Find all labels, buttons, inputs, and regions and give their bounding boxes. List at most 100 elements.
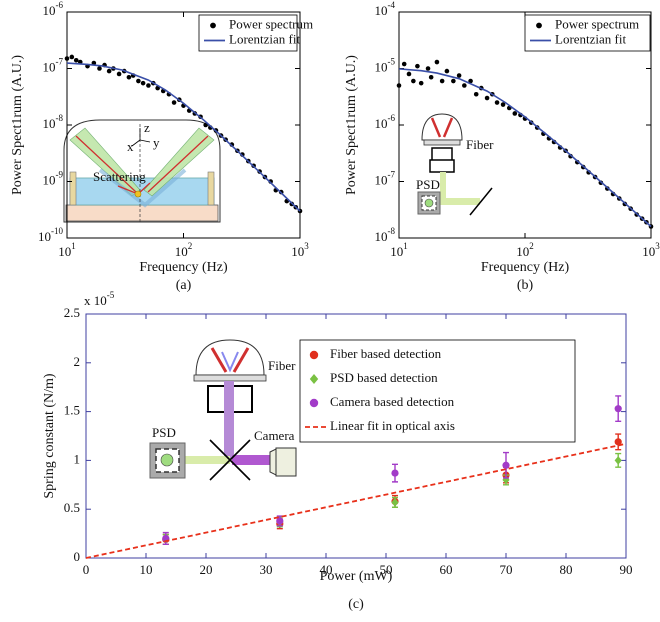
y-tick-label-exp: -7 [56,57,64,67]
x-tick-label: 40 [320,562,333,577]
x-tick-label: 60 [440,562,453,577]
marker [97,66,102,71]
x-tick-label-exp: 2 [188,241,193,251]
marker [411,78,416,84]
y-tick-label-exp: -4 [388,0,396,10]
y-tick-label-exp: -7 [388,170,396,180]
marker [126,74,132,80]
y-tick-label-base: 10 [375,3,388,18]
marker [451,78,456,84]
x-tick-label: 0 [83,562,90,577]
marker [473,91,479,97]
x-axis-label: Power (mW) [320,569,393,584]
y-tick-label: 10-7 [43,57,64,75]
y-tick-label-base: 10 [43,116,56,131]
legend-marker [210,22,216,29]
x-tick-label-exp: 1 [71,241,76,251]
legend-label: PSD based detection [330,370,438,385]
x-tick-label-exp: 1 [403,241,408,251]
inset-label: z [144,120,150,135]
inset-label: Fiber [466,137,494,152]
marker [146,83,151,88]
axis-multiplier-base: x 10 [84,293,107,308]
y-tick-label: 10-8 [43,113,64,131]
inset-label: y [153,135,160,150]
y-tick-label: 10-7 [375,170,396,188]
y-tick-label-base: 10 [38,229,51,244]
y-axis-label: Spring constant (N/m) [42,373,57,499]
y-axis-label: Power Spect1rum (A.U.) [10,55,25,195]
y-tick-label-base: 10 [375,116,388,131]
x-tick-label-base: 10 [642,244,655,259]
legend-label: Linear fit in optical axis [330,418,455,433]
legend-marker [536,22,542,29]
x-tick-label: 103 [642,241,660,259]
x-tick-label: 103 [291,241,309,259]
x-tick-label: 50 [380,562,393,577]
marker [434,59,440,65]
marker [456,73,462,78]
caption: (c) [348,597,364,612]
y-tick-label: 10-5 [375,57,396,75]
axis-multiplier-exp: -5 [107,290,115,300]
x-tick-label-base: 10 [58,244,71,259]
x-tick-label: 10 [140,562,153,577]
x-tick-label-base: 10 [291,244,304,259]
marker [512,111,518,116]
fit-line [85,442,627,559]
y-tick-label-exp: -6 [56,0,64,10]
y-axis-label: Power Spect1rum (A.U.) [344,55,359,195]
caption: (a) [176,278,192,293]
axis-multiplier: x 10-5 [84,290,115,308]
marker [391,498,399,507]
y-tick-label: 10-8 [375,226,396,244]
inset-label: Fiber [268,358,296,373]
legend-label: Lorentzian fit [229,31,300,46]
marker [136,78,141,84]
marker [500,102,506,107]
x-tick-label-exp: 2 [529,241,534,251]
y-tick-label: 0 [74,549,81,564]
y-tick-label: 1.5 [64,403,80,418]
legend-box [299,339,576,443]
marker [171,100,177,105]
marker [614,438,622,446]
marker [73,57,79,63]
legend-marker [309,398,319,408]
y-tick-label-base: 10 [43,59,56,74]
marker [462,83,467,88]
legend-label: Power spectrum [229,16,313,31]
x-axis-label: Frequency (Hz) [139,260,228,275]
y-tick-label-exp: -10 [51,226,63,236]
y-tick-label: 10-4 [375,0,396,18]
legend-label: Camera based detection [330,394,455,409]
marker [614,456,622,465]
y-tick-label-exp: -8 [388,226,396,236]
marker [106,68,112,74]
marker [439,78,445,84]
x-axis-label: Frequency (Hz) [481,260,570,275]
fit-line [66,62,301,212]
inset-label: x [127,139,134,154]
marker [502,461,510,469]
y-tick-label: 10-6 [375,113,396,131]
y-tick-label-exp: -8 [56,113,64,123]
inset-label: Scattering [93,169,146,184]
legend-marker [309,350,319,360]
legend-label: Lorentzian fit [555,31,626,46]
fit-line [398,68,652,228]
marker [276,517,284,525]
plot-frame [85,313,627,559]
legend-label: Fiber based detection [330,346,442,361]
marker [425,66,431,71]
x-tick-label: 101 [58,241,76,259]
legend-box [524,14,651,52]
inset-label: PSD [152,425,176,440]
marker [406,71,412,77]
y-tick-label: 2 [74,354,81,369]
y-tick-label-exp: -6 [388,113,396,123]
marker [444,68,450,74]
y-tick-label-exp: -5 [388,57,396,67]
y-tick-label-base: 10 [375,172,388,187]
inset-label: Camera [254,428,295,443]
